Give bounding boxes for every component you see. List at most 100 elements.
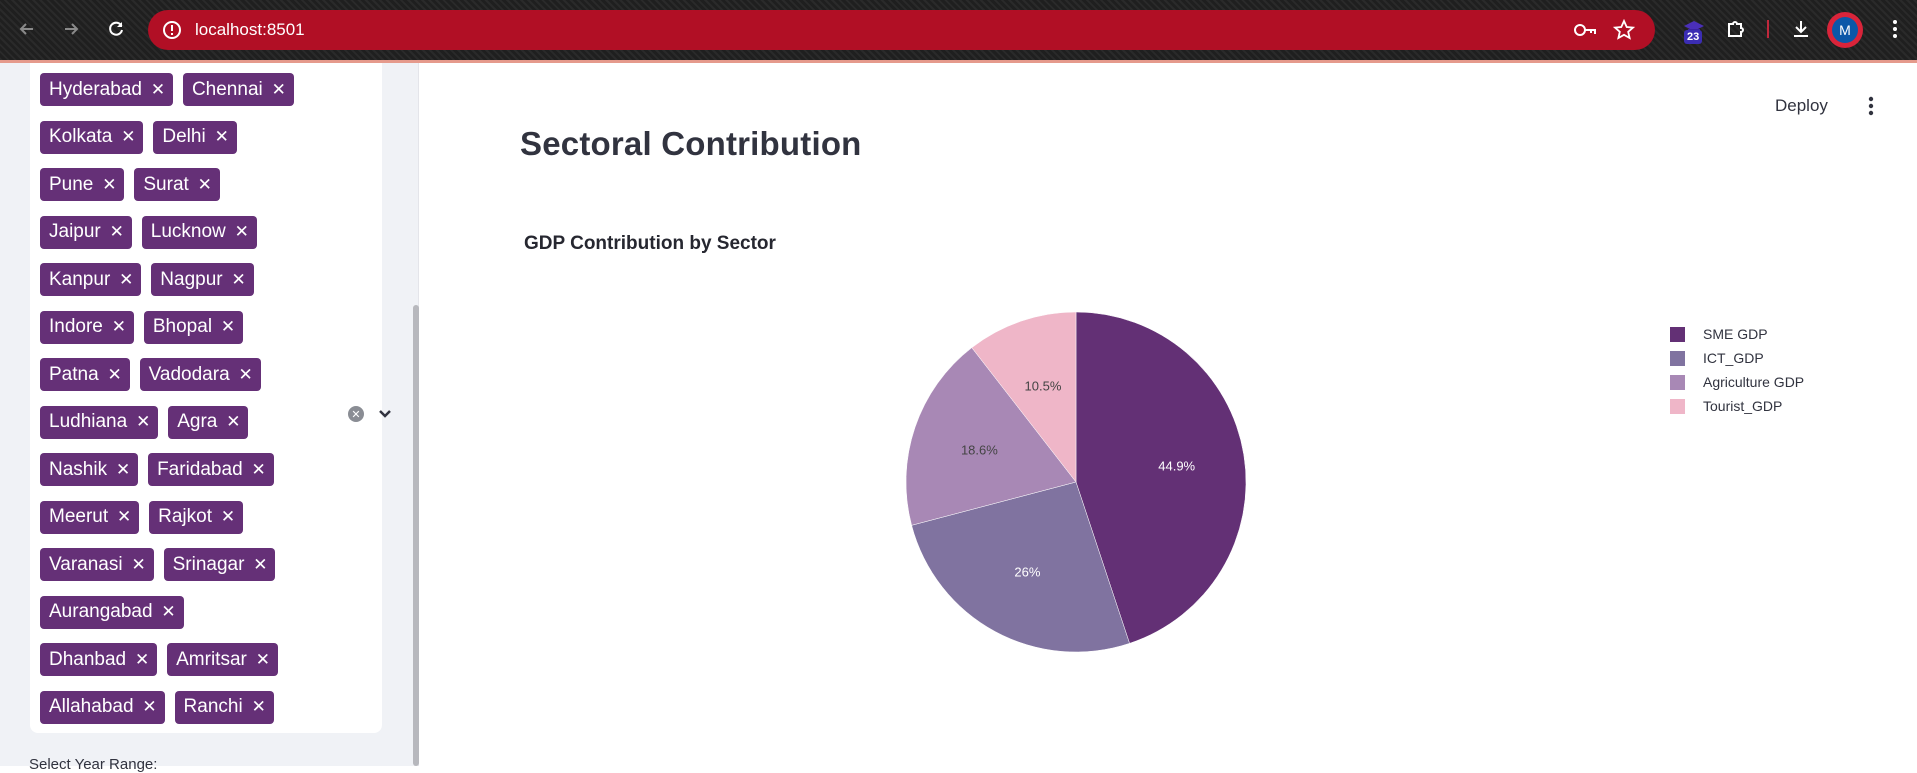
remove-tag-icon[interactable]: ✕: [121, 127, 136, 146]
city-tag: Aurangabad ✕: [40, 595, 184, 629]
remove-tag-icon[interactable]: ✕: [111, 317, 126, 336]
download-icon[interactable]: [1786, 14, 1816, 44]
pie-slice[interactable]: [1075, 311, 1247, 644]
tag-row: Dhanbad ✕ Amritsar ✕: [40, 643, 278, 676]
forward-icon[interactable]: [56, 14, 86, 44]
remove-tag-icon[interactable]: ✕: [102, 174, 117, 194]
url-text[interactable]: localhost:8501: [195, 20, 305, 39]
city-tag-label: Delhi: [162, 126, 206, 147]
city-tag: Hyderabad ✕: [40, 73, 173, 106]
remove-tag-icon[interactable]: ✕: [220, 317, 236, 336]
browser-menu-icon[interactable]: [1880, 14, 1910, 44]
legend-item[interactable]: SME GDP: [1670, 322, 1804, 346]
city-tag: Dhanbad ✕: [40, 643, 158, 676]
remove-tag-icon[interactable]: ✕: [107, 364, 122, 384]
avatar[interactable]: M: [1827, 12, 1863, 48]
legend-item[interactable]: ICT_GDP: [1670, 346, 1804, 370]
city-tag: Ludhiana ✕: [40, 405, 159, 439]
remove-tag-icon[interactable]: ✕: [115, 459, 131, 479]
tag-row: Indore ✕ Bhopal ✕: [40, 310, 244, 344]
city-tag-label: Meerut: [49, 506, 109, 527]
remove-tag-icon[interactable]: ✕: [161, 602, 176, 621]
remove-tag-icon[interactable]: ✕: [226, 412, 241, 431]
remove-tag-icon[interactable]: ✕: [150, 79, 166, 99]
city-tag: Patna ✕: [40, 358, 130, 391]
browser-toolbar: localhost:8501 23 M: [0, 0, 1917, 60]
site-info-icon[interactable]: [162, 20, 182, 40]
city-tag: Agra ✕: [168, 405, 249, 439]
city-tag-label: Hyderabad: [49, 78, 142, 100]
remove-tag-icon[interactable]: ✕: [109, 222, 124, 241]
city-tag: Delhi ✕: [153, 120, 237, 154]
deploy-button[interactable]: Deploy: [1775, 96, 1828, 115]
city-tag: Kolkata ✕: [40, 120, 144, 154]
city-multiselect[interactable]: Hyderabad ✕ Chennai ✕ Kolkata ✕ Delhi ✕ Pune ✕ Sur…: [30, 63, 391, 733]
avatar-initial: M: [1832, 17, 1858, 43]
city-tag-label: Srinagar: [172, 553, 245, 575]
remove-tag-icon[interactable]: ✕: [271, 79, 286, 99]
city-tag-label: Vadodara: [148, 363, 230, 385]
remove-tag-icon[interactable]: ✕: [251, 697, 266, 716]
city-tag-label: Aurangabad: [49, 601, 153, 622]
tag-row: Patna ✕ Vadodara ✕: [40, 358, 261, 391]
remove-tag-icon[interactable]: ✕: [220, 507, 236, 526]
pie-slice-label: 26%: [1014, 565, 1040, 580]
remove-tag-icon[interactable]: ✕: [238, 364, 253, 384]
remove-tag-icon[interactable]: ✕: [197, 174, 212, 194]
city-tag-label: Lucknow: [150, 221, 226, 242]
clear-all-icon[interactable]: ✕: [348, 406, 364, 422]
legend-swatch: [1670, 326, 1685, 342]
remove-tag-icon[interactable]: ✕: [131, 554, 146, 574]
remove-tag-icon[interactable]: ✕: [142, 697, 157, 716]
tag-row: Kanpur ✕ Nagpur ✕: [40, 263, 254, 296]
remove-tag-icon[interactable]: ✕: [214, 127, 229, 146]
remove-tag-icon[interactable]: ✕: [231, 269, 246, 289]
remove-tag-icon[interactable]: ✕: [135, 649, 150, 669]
city-tag-label: Indore: [49, 316, 103, 337]
reload-icon[interactable]: [101, 14, 131, 44]
remove-tag-icon[interactable]: ✕: [255, 649, 270, 669]
pie-slice[interactable]: [911, 481, 1130, 653]
pie-slice[interactable]: [971, 311, 1077, 483]
legend-label: SME GDP: [1703, 326, 1768, 342]
sidebar-scrollbar[interactable]: [413, 305, 419, 766]
legend-item[interactable]: Tourist_GDP: [1670, 394, 1804, 418]
tag-row: Pune ✕ Surat ✕: [40, 168, 220, 201]
city-tag: Meerut ✕: [40, 500, 140, 534]
tag-row: Ludhiana ✕ Agra ✕: [40, 405, 249, 439]
legend-label: ICT_GDP: [1703, 350, 1764, 366]
tag-row: Hyderabad ✕ Chennai ✕: [40, 73, 294, 106]
remove-tag-icon[interactable]: ✕: [117, 507, 132, 526]
pie-slice-label: 10.5%: [1025, 378, 1062, 393]
city-tag: Surat ✕: [134, 168, 220, 201]
city-tag: Lucknow ✕: [141, 215, 257, 249]
puzzle-icon[interactable]: [1721, 14, 1751, 44]
city-tag-label: Rajkot: [158, 506, 212, 527]
remove-tag-icon[interactable]: ✕: [136, 412, 151, 431]
pie-slice[interactable]: [905, 347, 1077, 526]
chevron-down-icon[interactable]: [376, 405, 394, 423]
pie-slice-label: 18.6%: [961, 442, 998, 457]
remove-tag-icon[interactable]: ✕: [119, 269, 134, 289]
city-tag-label: Chennai: [191, 78, 263, 100]
legend-item[interactable]: Agriculture GDP: [1670, 370, 1804, 394]
remove-tag-icon[interactable]: ✕: [251, 459, 266, 479]
city-tag: Srinagar ✕: [163, 548, 276, 581]
chart-title: GDP Contribution by Sector: [524, 233, 776, 254]
remove-tag-icon[interactable]: ✕: [234, 222, 249, 241]
star-icon[interactable]: [1613, 19, 1635, 41]
city-tag: Indore ✕: [40, 310, 134, 344]
city-tag-label: Nashik: [49, 458, 108, 480]
key-icon[interactable]: [1573, 20, 1597, 40]
main-menu-icon[interactable]: [1863, 94, 1879, 118]
city-tag: Rajkot ✕: [149, 500, 243, 534]
back-icon[interactable]: [12, 14, 42, 44]
address-bar[interactable]: localhost:8501: [148, 10, 1655, 50]
city-tag: Nashik ✕: [40, 453, 139, 486]
city-tag-label: Patna: [49, 363, 99, 385]
city-tag-label: Faridabad: [157, 458, 243, 480]
city-tag-label: Jaipur: [49, 221, 101, 242]
city-tag-label: Dhanbad: [49, 648, 127, 670]
legend-label: Agriculture GDP: [1703, 374, 1805, 390]
remove-tag-icon[interactable]: ✕: [253, 554, 268, 574]
